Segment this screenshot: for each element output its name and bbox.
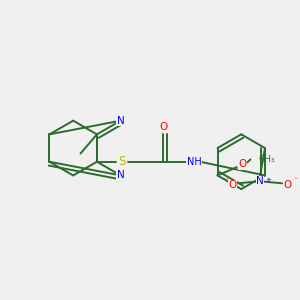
Text: O: O (284, 180, 292, 190)
Text: N: N (117, 116, 124, 126)
Text: +: + (265, 177, 271, 183)
Text: CH₃: CH₃ (258, 155, 275, 164)
Text: N: N (256, 176, 264, 186)
Text: O: O (159, 122, 167, 131)
Text: O: O (238, 159, 247, 169)
Text: NH: NH (187, 157, 202, 167)
Text: O: O (228, 180, 236, 190)
Text: ⁻: ⁻ (224, 176, 229, 185)
Text: ⁻: ⁻ (293, 176, 298, 185)
Text: N: N (117, 170, 124, 180)
Text: S: S (118, 155, 126, 168)
